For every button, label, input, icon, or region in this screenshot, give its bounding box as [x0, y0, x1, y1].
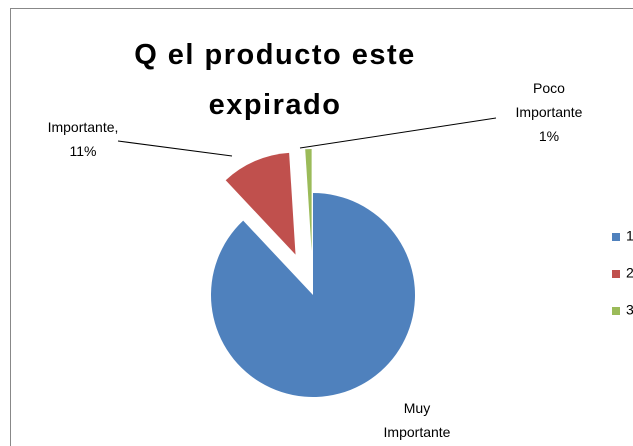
data-label: Poco Importante 1% — [509, 76, 589, 148]
chart-title: Q el producto este expirado — [134, 39, 416, 121]
legend-swatch — [612, 233, 620, 241]
pie-slice — [305, 149, 312, 252]
data-label: Muy Importante — [377, 396, 457, 444]
legend-label: 1 — [626, 228, 633, 244]
label-category: Poco Importante — [515, 80, 583, 120]
label-category: Muy Importante — [383, 400, 451, 440]
label-separator: , — [114, 119, 119, 135]
leader-line — [117, 140, 233, 157]
pie-slice — [225, 152, 296, 255]
legend-swatch — [612, 270, 620, 278]
legend-label: 2 — [626, 265, 633, 281]
legend-label: 3 — [626, 302, 633, 318]
pie-slice — [211, 193, 416, 397]
label-category: Importante — [47, 119, 115, 135]
label-value: 1% — [538, 128, 560, 144]
data-label: Importante, 11% — [28, 115, 138, 163]
leader-line — [299, 117, 497, 149]
legend-swatch — [612, 307, 620, 315]
label-value: 11% — [69, 143, 97, 159]
